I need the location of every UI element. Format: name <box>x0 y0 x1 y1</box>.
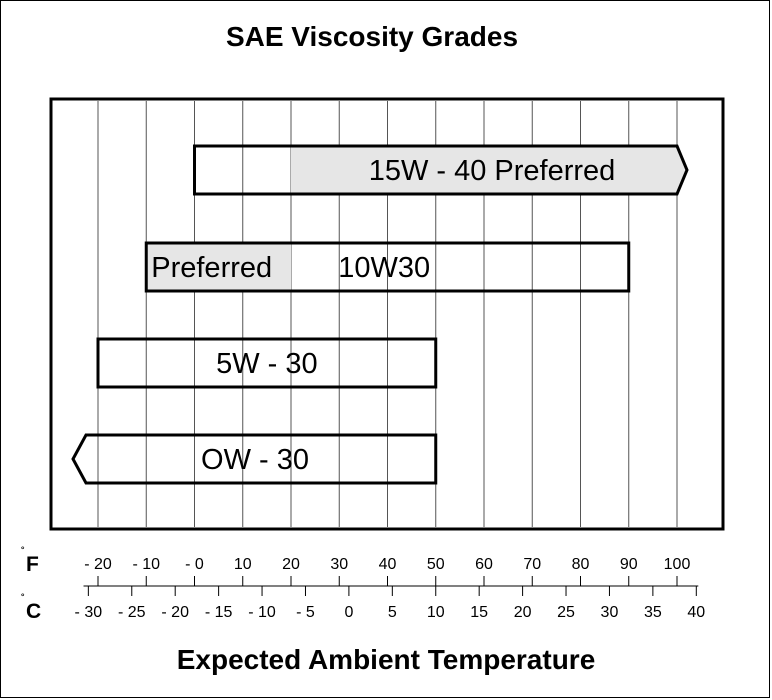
bar-2: Preferred 10W30 <box>144 241 631 293</box>
fahrenheit-tick-label: 40 <box>379 556 397 573</box>
temperature-axes: - 20- 10- 0 10 20 30 40 50 60 70 80 90 100- 30- 25… <box>75 556 706 621</box>
celsius-tick-label: 0 <box>344 604 353 621</box>
fahrenheit-tick-label: 30 <box>330 556 348 573</box>
x-axis-label: Expected Ambient Temperature <box>177 644 596 675</box>
fahrenheit-tick-label: 80 <box>572 556 590 573</box>
celsius-tick-label: 15 <box>470 604 488 621</box>
celsius-tick-label: - 5 <box>296 604 315 621</box>
fahrenheit-tick-label: 60 <box>475 556 493 573</box>
fahrenheit-tick-label: 50 <box>427 556 445 573</box>
celsius-degree-symbol: ˚ <box>21 592 25 606</box>
bar-preferred-label: Preferred <box>151 252 272 284</box>
preferred-range <box>146 243 291 291</box>
celsius-tick-label: 10 <box>427 604 445 621</box>
fahrenheit-tick-label: - 0 <box>185 556 204 573</box>
celsius-tick-label: 40 <box>687 604 705 621</box>
celsius-tick-label: 5 <box>388 604 397 621</box>
bar-4: OW - 30 <box>71 433 438 485</box>
fahrenheit-degree-symbol: ˚ <box>21 545 25 559</box>
bar-label: 15W - 40 Preferred <box>369 155 616 187</box>
fahrenheit-tick-label: - 20 <box>84 556 112 573</box>
celsius-tick-label: 20 <box>514 604 532 621</box>
bar-1: 15W - 40 Preferred <box>193 144 689 196</box>
fahrenheit-tick-label: - 10 <box>132 556 160 573</box>
bar-label: 5W - 30 <box>216 348 318 380</box>
fahrenheit-tick-label: 90 <box>620 556 638 573</box>
bar-outline <box>144 241 631 293</box>
bar-outline <box>96 337 438 389</box>
bar-label: 10W30 <box>338 252 430 284</box>
celsius-tick-label: - 10 <box>248 604 276 621</box>
bars-group: 15W - 40 Preferred Preferred 10W30 5W - 30 O… <box>71 144 689 485</box>
celsius-tick-label: - 25 <box>118 604 146 621</box>
celsius-tick-label: 35 <box>644 604 662 621</box>
fahrenheit-tick-label: 100 <box>664 556 691 573</box>
celsius-tick-label: - 15 <box>205 604 233 621</box>
fahrenheit-unit-label: F <box>26 553 39 576</box>
preferred-range <box>291 146 687 194</box>
celsius-unit-label: C <box>26 600 41 623</box>
bar-label: OW - 30 <box>201 444 309 476</box>
chart-title: SAE Viscosity Grades <box>226 21 518 52</box>
fahrenheit-tick-label: 20 <box>282 556 300 573</box>
celsius-tick-label: 30 <box>601 604 619 621</box>
celsius-tick-label: - 30 <box>75 604 103 621</box>
fahrenheit-tick-label: 10 <box>234 556 252 573</box>
fahrenheit-tick-label: 70 <box>523 556 541 573</box>
celsius-tick-label: - 20 <box>161 604 189 621</box>
bar-3: 5W - 30 <box>96 337 438 389</box>
bar-outline <box>193 144 689 196</box>
bar-outline <box>71 433 438 485</box>
celsius-tick-label: 25 <box>557 604 575 621</box>
